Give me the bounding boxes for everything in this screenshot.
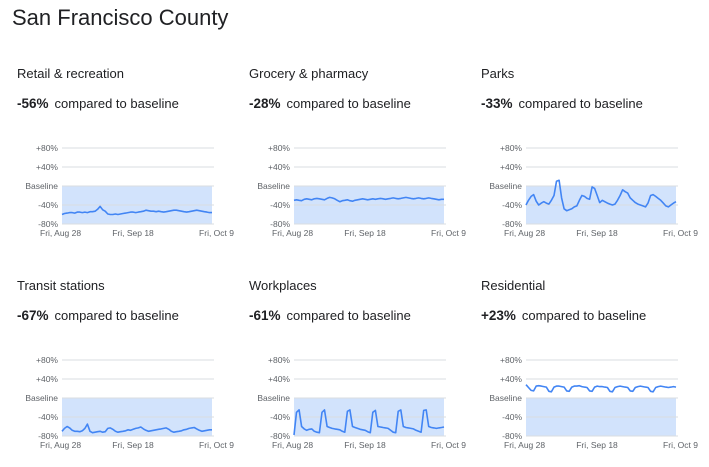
x-tick-label: Fri, Oct 9 — [663, 228, 698, 238]
y-tick-label: -80% — [38, 431, 58, 441]
chart-title: Retail & recreation — [17, 66, 124, 81]
chart-stat: -61% compared to baseline — [249, 308, 411, 323]
chart-stat: -67% compared to baseline — [17, 308, 179, 323]
y-tick-label: -40% — [270, 200, 290, 210]
line-chart: +80% +40% Baseline -40% -80%Fri, Aug 28 Fri, … — [257, 355, 466, 450]
stat-suffix: compared to baseline — [286, 308, 411, 323]
chart-title: Workplaces — [249, 278, 317, 293]
stat-value: -61% — [249, 308, 281, 323]
x-tick-label: Fri, Aug 28 — [504, 228, 545, 238]
y-tick-label: +40% — [268, 162, 290, 172]
chart-panel: Residential +23% compared to baseline +80% +… — [476, 212, 701, 450]
x-tick-label: Fri, Sep 18 — [576, 440, 618, 450]
y-tick-label: +40% — [36, 162, 58, 172]
line-chart: +80% +40% Baseline -40% -80%Fri, Aug 28 Fri, … — [25, 355, 234, 450]
x-tick-label: Fri, Sep 18 — [576, 228, 618, 238]
stat-suffix: compared to baseline — [521, 308, 647, 323]
y-tick-label: -80% — [502, 431, 522, 441]
x-tick-label: Fri, Aug 28 — [40, 228, 81, 238]
series-line — [525, 384, 677, 393]
y-tick-label: Baseline — [257, 393, 290, 403]
y-tick-label: Baseline — [25, 393, 58, 403]
y-tick-label: -80% — [270, 219, 290, 229]
chart-stat: -56% compared to baseline — [17, 96, 179, 111]
y-tick-label: Baseline — [489, 181, 522, 191]
chart-panel: Grocery & pharmacy -28% compared to baseli… — [244, 0, 469, 238]
x-tick-label: Fri, Aug 28 — [272, 440, 313, 450]
y-tick-label: +80% — [500, 355, 522, 365]
chart-panel: Workplaces -61% compared to baseline +80% +4… — [244, 212, 469, 450]
y-tick-label: +40% — [268, 374, 290, 384]
stat-value: -67% — [17, 308, 49, 323]
x-tick-label: Fri, Sep 18 — [344, 228, 386, 238]
x-tick-label: Fri, Sep 18 — [112, 228, 154, 238]
chart-title: Transit stations — [17, 278, 105, 293]
y-tick-label: +80% — [36, 143, 58, 153]
line-chart: +80% +40% Baseline -40% -80%Fri, Aug 28 Fri, … — [489, 143, 698, 238]
chart-panel: Retail & recreation -56% compared to basel… — [12, 0, 237, 238]
page-title: San Francisco County — [12, 5, 229, 30]
x-tick-label: Fri, Oct 9 — [663, 440, 698, 450]
chart-title: Grocery & pharmacy — [249, 66, 369, 81]
stat-value: +23% — [481, 308, 516, 323]
stat-suffix: compared to baseline — [54, 96, 179, 111]
x-tick-label: Fri, Sep 18 — [112, 440, 154, 450]
chart-stat: -28% compared to baseline — [249, 96, 411, 111]
stat-suffix: compared to baseline — [286, 96, 411, 111]
y-tick-label: +80% — [36, 355, 58, 365]
x-tick-label: Fri, Oct 9 — [199, 440, 234, 450]
chart-panel: Transit stations -67% compared to baseline… — [12, 212, 237, 450]
y-tick-label: -80% — [38, 219, 58, 229]
y-tick-label: +40% — [36, 374, 58, 384]
line-chart: +80% +40% Baseline -40% -80%Fri, Aug 28 Fri, … — [489, 355, 698, 450]
line-chart: +80% +40% Baseline -40% -80%Fri, Aug 28 Fri, … — [257, 143, 466, 238]
y-tick-label: -40% — [38, 412, 58, 422]
chart-title: Parks — [481, 66, 515, 81]
y-tick-label: +80% — [268, 355, 290, 365]
chart-stat: -33% compared to baseline — [481, 96, 643, 111]
stat-suffix: compared to baseline — [54, 308, 179, 323]
y-tick-label: Baseline — [257, 181, 290, 191]
y-tick-label: +40% — [500, 374, 522, 384]
stat-value: -56% — [17, 96, 49, 111]
x-tick-label: Fri, Oct 9 — [199, 228, 234, 238]
x-tick-label: Fri, Aug 28 — [272, 228, 313, 238]
x-tick-label: Fri, Oct 9 — [431, 440, 466, 450]
y-tick-label: Baseline — [25, 181, 58, 191]
series-line — [61, 423, 212, 434]
series-line — [525, 179, 677, 212]
stat-suffix: compared to baseline — [518, 96, 643, 111]
chart-panel: Parks -33% compared to baseline +80% +40% Bas… — [476, 0, 701, 238]
y-tick-label: Baseline — [489, 393, 522, 403]
series-line — [61, 205, 212, 216]
y-tick-label: -40% — [502, 200, 522, 210]
x-tick-label: Fri, Oct 9 — [431, 228, 466, 238]
y-tick-label: -40% — [270, 412, 290, 422]
chart-title: Residential — [481, 278, 546, 293]
y-tick-label: +40% — [500, 162, 522, 172]
x-tick-label: Fri, Sep 18 — [344, 440, 386, 450]
stat-value: -33% — [481, 96, 513, 111]
x-tick-label: Fri, Aug 28 — [504, 440, 545, 450]
stat-value: -28% — [249, 96, 281, 111]
y-tick-label: -40% — [38, 200, 58, 210]
y-tick-label: +80% — [500, 143, 522, 153]
series-line — [293, 409, 445, 436]
y-tick-label: -40% — [502, 412, 522, 422]
x-tick-label: Fri, Aug 28 — [40, 440, 81, 450]
y-tick-label: -80% — [270, 431, 290, 441]
y-tick-label: +80% — [268, 143, 290, 153]
line-chart: +80% +40% Baseline -40% -80%Fri, Aug 28 Fri, … — [25, 143, 234, 238]
series-line — [293, 196, 444, 203]
chart-stat: +23% compared to baseline — [481, 308, 646, 323]
y-tick-label: -80% — [502, 219, 522, 229]
